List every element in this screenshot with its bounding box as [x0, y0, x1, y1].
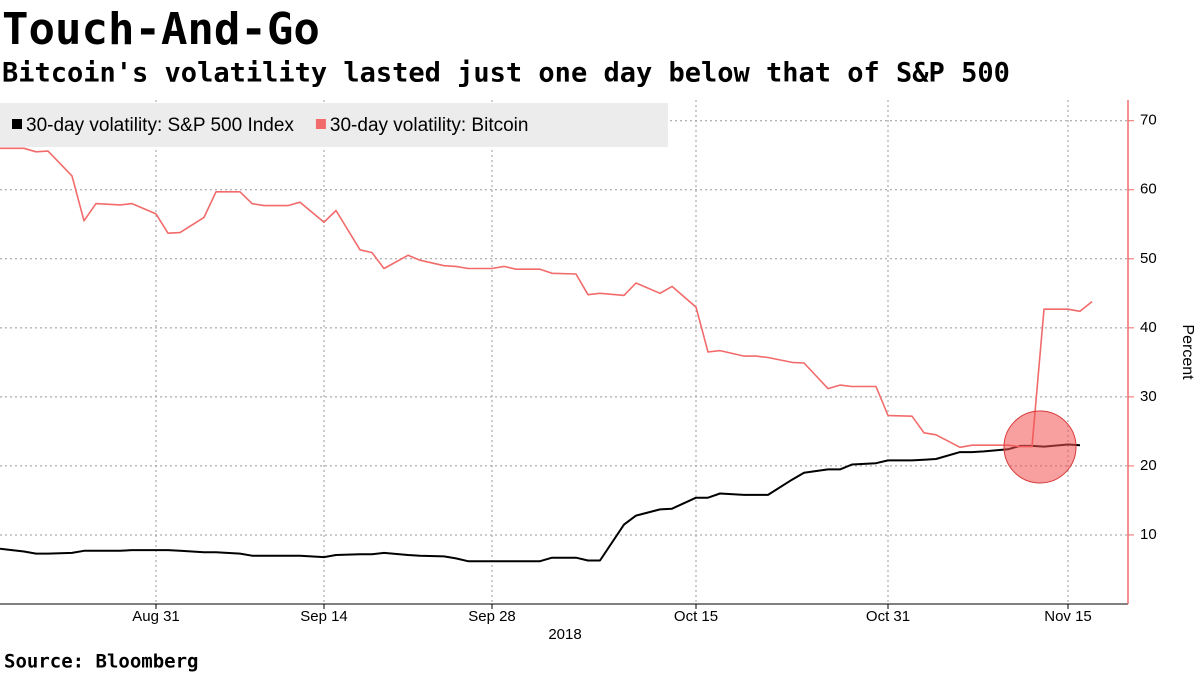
y-tick-label: 60: [1140, 181, 1157, 198]
x-tick-label: Nov 15: [1044, 608, 1092, 625]
y-tick-label: 40: [1140, 319, 1157, 336]
x-tick-label: Oct 15: [674, 608, 718, 625]
x-tick-label: Aug 31: [132, 608, 180, 625]
legend-swatch: [12, 119, 22, 129]
y-axis-label: Percent: [1179, 324, 1196, 380]
chart-title: Touch-And-Go: [2, 4, 320, 55]
x-tick-label: Sep 28: [468, 608, 516, 625]
legend: 30-day volatility: S&P 500 Index 30-day v…: [12, 115, 528, 136]
x-tick-label: Sep 14: [300, 608, 348, 625]
plot: [0, 147, 1093, 563]
legend-box: [0, 103, 668, 147]
y-tick-label: 10: [1140, 526, 1157, 543]
y-tick-label: 70: [1140, 112, 1157, 129]
source: Source: Bloomberg: [4, 651, 198, 673]
y-tick-label: 30: [1140, 388, 1157, 405]
x-tick-label: Oct 31: [866, 608, 910, 625]
grid: 10 20 30 40 50 60 70 Aug 31 Sep 14 Sep 28 Oct 15 Oc…: [0, 100, 1157, 625]
legend-swatch: [315, 119, 326, 129]
series-line: [0, 147, 1093, 449]
chart-subtitle: Bitcoin's volatility lasted just one day…: [2, 58, 1010, 89]
series-line: [0, 443, 1081, 563]
y-tick-label: 20: [1140, 457, 1157, 474]
highlight-circle: [1003, 410, 1077, 484]
legend-label: 30-day volatility: S&P 500 Index: [26, 115, 294, 136]
legend-label: 30-day volatility: Bitcoin: [330, 115, 529, 136]
y-tick-label: 50: [1140, 250, 1157, 267]
x-axis-label: 2018: [548, 626, 581, 643]
